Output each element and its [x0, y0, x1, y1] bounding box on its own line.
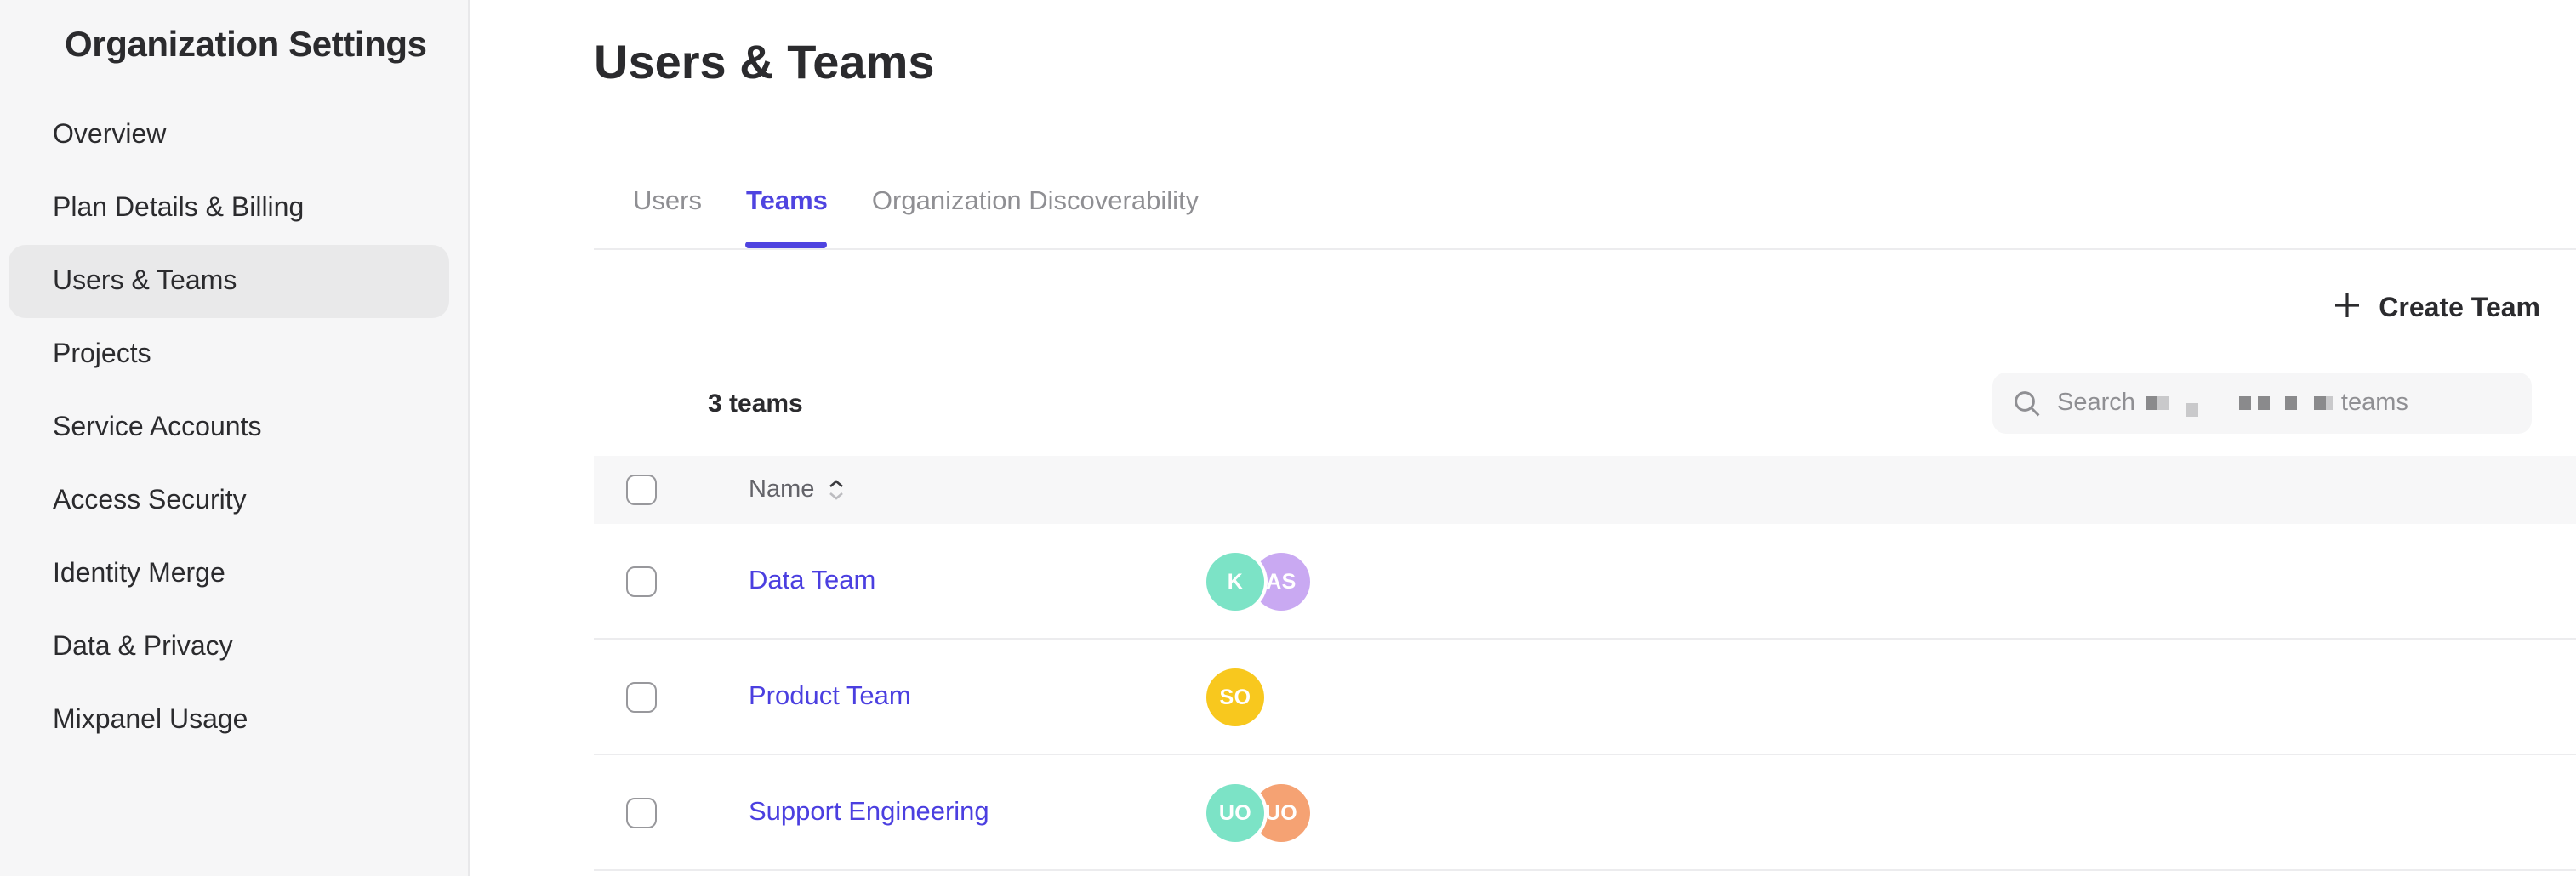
sidebar-item-users-teams[interactable]: Users & Teams — [9, 245, 449, 318]
team-name-link[interactable]: Data Team — [749, 566, 876, 594]
avatar: SO — [1206, 668, 1264, 725]
member-avatars: K AS — [1206, 552, 1310, 610]
row-checkbox[interactable] — [626, 681, 657, 712]
search-placeholder: Search teams — [2057, 390, 2408, 417]
teams-table: Name Data Team K AS Product Team — [594, 456, 2576, 871]
team-name-link[interactable]: Product Team — [749, 681, 911, 710]
table-header-row: Name — [594, 456, 2576, 524]
row-checkbox[interactable] — [626, 797, 657, 828]
row-checkbox[interactable] — [626, 566, 657, 596]
tab-bar: Users Teams Organization Discoverability — [594, 187, 2576, 250]
sidebar-item-overview[interactable]: Overview — [53, 120, 167, 149]
team-name-link[interactable]: Support Engineering — [749, 797, 989, 826]
tab-users[interactable]: Users — [633, 187, 702, 216]
member-avatars: SO — [1206, 668, 1264, 725]
sidebar-item-mixpanel-usage[interactable]: Mixpanel Usage — [53, 705, 248, 734]
search-icon — [2013, 389, 2042, 418]
plus-icon — [2333, 291, 2362, 328]
sidebar-item-identity-merge[interactable]: Identity Merge — [53, 559, 225, 588]
search-input[interactable]: Search teams — [1992, 373, 2532, 434]
avatar: K — [1206, 552, 1264, 610]
redacted-text-block — [2325, 396, 2333, 410]
sidebar-item-access-security[interactable]: Access Security — [53, 486, 247, 515]
sidebar-item-projects[interactable]: Projects — [53, 339, 151, 368]
redacted-text-block — [2238, 396, 2251, 410]
meta-row: 3 teams Search — [708, 373, 2532, 434]
actions-row: Create Team — [470, 291, 2540, 328]
main-content: Users & Teams Users Teams Organization D… — [470, 0, 2576, 876]
redacted-text-block — [2157, 396, 2169, 410]
sort-icon — [828, 480, 843, 500]
page-title: Users & Teams — [594, 36, 935, 88]
team-count: 3 teams — [708, 389, 803, 418]
sidebar-item-plan-details-billing[interactable]: Plan Details & Billing — [53, 193, 305, 222]
sidebar-nav: Overview Plan Details & Billing Users & … — [0, 99, 468, 757]
select-all-checkbox[interactable] — [626, 475, 657, 505]
tab-teams[interactable]: Teams — [745, 187, 828, 248]
create-team-button[interactable]: Create Team — [2333, 291, 2540, 328]
redacted-text-block — [2284, 396, 2297, 410]
sidebar: Organization Settings Overview Plan Deta… — [0, 0, 470, 876]
team-row: Data Team K AS — [594, 524, 2576, 640]
redacted-text-block — [2257, 396, 2270, 410]
tab-organization-discoverability[interactable]: Organization Discoverability — [871, 187, 1200, 216]
sidebar-item-data-privacy[interactable]: Data & Privacy — [53, 632, 233, 661]
redacted-text-block — [2313, 396, 2326, 410]
team-row: Support Engineering UO UO — [594, 755, 2576, 871]
team-row: Product Team SO — [594, 640, 2576, 755]
redacted-text-block — [2145, 396, 2157, 410]
member-avatars: UO UO — [1206, 783, 1310, 841]
name-column-header[interactable]: Name — [749, 476, 843, 503]
avatar: UO — [1206, 783, 1264, 841]
redacted-text-block — [2186, 403, 2198, 417]
create-team-label: Create Team — [2379, 294, 2540, 323]
sidebar-item-service-accounts[interactable]: Service Accounts — [53, 412, 262, 441]
sidebar-title: Organization Settings — [65, 26, 427, 65]
